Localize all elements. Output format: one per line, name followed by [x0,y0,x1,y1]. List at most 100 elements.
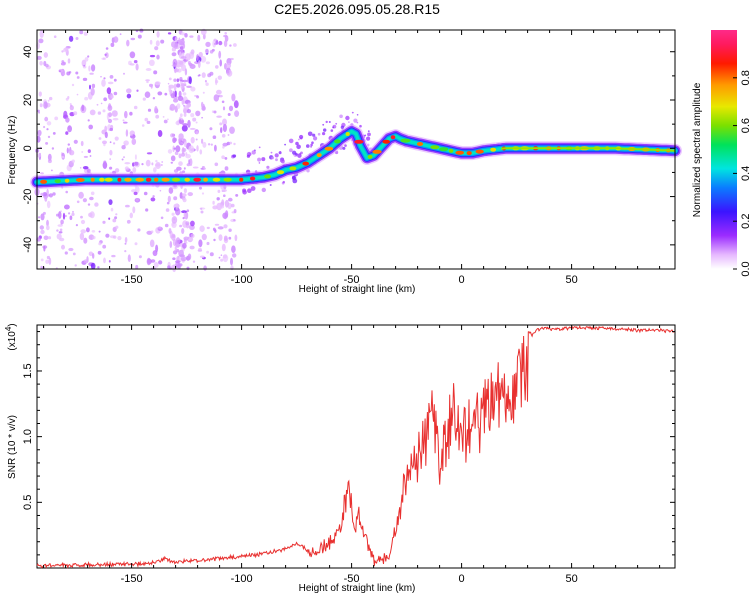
noise-speck [109,127,113,132]
noise-speck [103,160,107,164]
noise-speck [105,47,109,50]
x-tick-label: -150 [121,573,143,585]
noise-speck [73,139,78,144]
noise-speck [181,64,186,72]
noise-speck [178,133,184,140]
noise-speck [217,226,224,230]
noise-speck [200,56,207,63]
noise-speck [36,153,42,158]
noise-speck [209,71,214,76]
noise-speck [75,37,79,40]
snr-exponent-power: 4 [4,326,13,331]
ridge-hotspot [345,132,350,136]
ridge-hotspot [212,177,221,182]
noise-speck [88,124,93,130]
noise-speck [142,97,146,101]
ridge-hotspot [239,177,244,182]
noise-speck [76,93,79,96]
noise-speck [167,195,171,203]
noise-speck [233,43,237,47]
noise-speck [141,124,145,127]
noise-speck [63,110,68,118]
noise-speck [125,129,129,137]
noise-speck [65,117,70,123]
noise-speck [330,129,334,132]
noise-speck [113,235,117,239]
ridge-hotspot [302,161,310,166]
noise-speck [197,60,201,69]
noise-speck [84,57,89,62]
noise-speck [213,94,219,102]
noise-speck [126,39,130,47]
noise-speck [60,222,63,225]
noise-speck [188,76,192,85]
noise-speck [121,158,124,161]
noise-speck [188,62,193,67]
noise-speck [141,163,144,166]
noise-speck [173,147,176,150]
noise-speck [139,28,144,33]
noise-speck [168,228,172,234]
noise-speck [322,132,326,136]
noise-speck [168,77,172,81]
noise-speck [149,54,156,58]
noise-speck [205,51,207,54]
noise-speck [181,228,185,234]
noise-speck [228,105,234,112]
noise-speck [344,144,347,147]
noise-speck [114,168,120,173]
noise-speck [153,167,157,173]
noise-speck [229,141,233,145]
noise-speck [356,114,359,116]
noise-speck [207,143,211,146]
noise-speck [228,197,233,202]
noise-speck [61,244,65,250]
noise-speck [178,249,184,257]
ridge-hotspot [448,148,454,153]
noise-speck [182,82,187,87]
noise-speck [234,110,240,117]
noise-speck [184,68,188,76]
noise-speck [171,52,177,57]
noise-speck [86,168,91,173]
noise-speck [185,221,190,226]
noise-speck [129,63,135,66]
noise-speck [160,216,164,220]
noise-speck [129,51,136,59]
noise-speck [79,167,82,169]
noise-speck [134,161,139,166]
noise-speck [135,198,139,202]
noise-speck [173,83,177,92]
noise-speck [188,238,194,241]
noise-speck [178,37,181,46]
noise-speck [187,192,193,197]
noise-speck [79,30,84,35]
noise-speck [48,257,52,265]
noise-speck [232,253,237,258]
ridge-hotspot [75,178,85,182]
noise-speck [124,242,127,245]
noise-speck [123,156,125,159]
noise-speck [151,162,154,166]
noise-speck [82,198,87,203]
noise-speck [183,112,187,117]
spectrogram-panel: -150 -100 -50 0 50 -40 -20 0 20 40 Height of str… [7,28,682,295]
noise-speck [179,113,183,118]
noise-speck [196,145,199,152]
noise-speck [155,114,160,119]
noise-speck [229,44,232,47]
noise-speck [123,72,125,75]
noise-speck [83,64,86,67]
noise-speck [182,193,187,197]
y-tick-label: -20 [22,189,34,205]
noise-speck [80,219,86,225]
noise-speck [135,63,139,71]
noise-speck [167,265,171,270]
noise-speck [218,50,222,59]
noise-speck [80,140,84,147]
noise-speck [340,125,345,129]
noise-speck [168,85,172,93]
noise-speck [174,36,178,42]
noise-speck [52,192,56,196]
ridge-hotspot [324,146,334,151]
